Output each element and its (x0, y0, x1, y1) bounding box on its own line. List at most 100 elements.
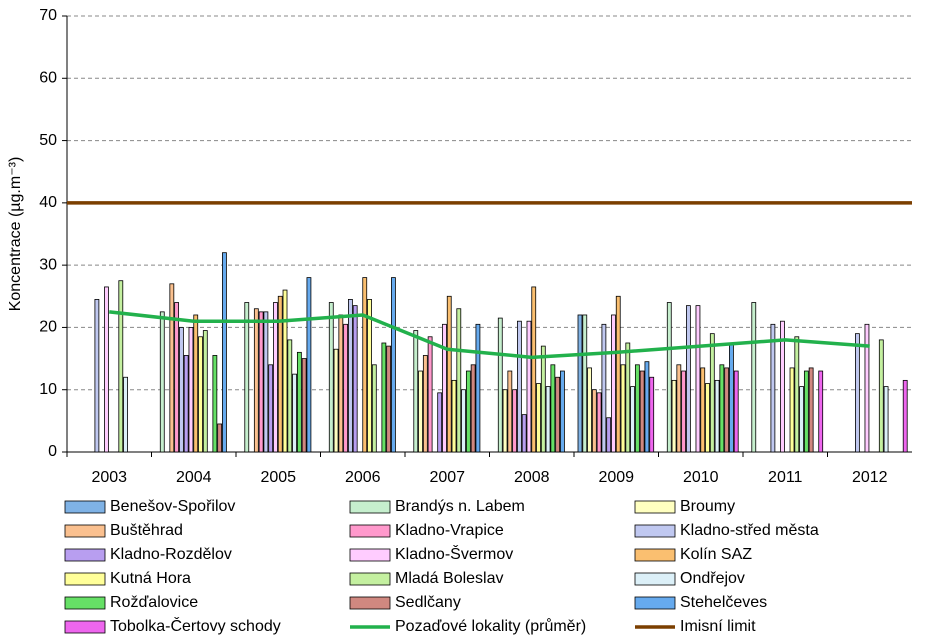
bar (183, 355, 189, 453)
bar (367, 298, 372, 453)
legend-label: Kladno-Vrapice (395, 522, 504, 539)
bar (296, 351, 302, 453)
legend-swatch (634, 548, 676, 562)
bar (794, 336, 800, 453)
legend-swatch (349, 572, 391, 586)
bar (577, 314, 583, 453)
bar (198, 336, 203, 453)
bar (751, 302, 757, 453)
bar (446, 295, 452, 453)
y-tick-label: 40 (39, 194, 57, 211)
legend-swatch (634, 572, 676, 586)
bar (818, 370, 824, 453)
bar (808, 367, 814, 453)
legend-label: Tobolka-Čertovy schody (110, 616, 281, 635)
legend-label: Stehelčeves (680, 594, 767, 611)
legend-swatch (634, 524, 676, 538)
bar (644, 361, 650, 453)
bar (174, 302, 180, 453)
bar (159, 311, 165, 453)
legend-label: Kutná Hora (110, 570, 191, 587)
bar (630, 386, 635, 453)
legend-label: Kolín SAZ (680, 546, 752, 563)
legend-swatch (64, 524, 106, 538)
bar (550, 364, 556, 453)
bar (770, 323, 776, 453)
legend-label: Kladno-střed města (680, 522, 819, 539)
bar (217, 423, 223, 453)
bar (118, 280, 124, 453)
bar (263, 311, 269, 453)
bar (729, 342, 734, 453)
x-tick-label: 2007 (429, 469, 465, 486)
legend-swatch (64, 596, 106, 610)
bar (253, 308, 259, 453)
average-line (109, 310, 870, 360)
bar (611, 314, 616, 453)
bar (531, 286, 537, 453)
bar (517, 320, 522, 453)
legend-swatch (64, 620, 106, 634)
legend-label: Ondřejov (680, 570, 745, 587)
bar (780, 320, 785, 453)
legend-label: Imisní limit (680, 618, 756, 635)
bar (413, 330, 419, 453)
bar (555, 376, 561, 453)
bar (526, 320, 532, 453)
bar (625, 342, 631, 453)
bar (733, 370, 739, 453)
bar (287, 339, 293, 453)
legend-label: Kladno-Švermov (395, 544, 513, 563)
bar (883, 386, 889, 453)
bar (391, 277, 396, 453)
x-tick-label: 2011 (768, 469, 803, 486)
bar (268, 364, 274, 453)
legend-swatch (349, 500, 391, 514)
bar (371, 364, 377, 453)
bar (666, 302, 672, 453)
legend-swatch (634, 500, 676, 514)
bar (719, 364, 725, 453)
legend-label: Mladá Boleslav (395, 570, 504, 587)
bar (560, 370, 565, 453)
bar (705, 383, 710, 453)
y-tick-label: 10 (39, 381, 57, 398)
x-tick-label: 2008 (514, 469, 550, 486)
bar (497, 317, 503, 453)
legend-swatch (64, 572, 106, 586)
legend-label: Broumy (680, 498, 735, 515)
legend-label: Buštěhrad (110, 522, 183, 539)
bar (803, 370, 809, 453)
legend-swatch (64, 500, 106, 514)
bar (601, 323, 607, 453)
bar (521, 414, 527, 453)
legend-label: Sedlčany (395, 594, 461, 611)
x-tick-label: 2009 (598, 469, 634, 486)
bar (338, 314, 344, 453)
x-tick-label: 2006 (345, 469, 381, 486)
bar (306, 277, 312, 453)
bar (169, 283, 175, 453)
bar (277, 295, 283, 453)
bar (258, 311, 264, 453)
bar (333, 348, 339, 453)
legend-label: Kladno-Rozdělov (110, 546, 232, 563)
bar (591, 389, 597, 453)
bar (362, 277, 368, 453)
bar (123, 376, 128, 453)
bar (634, 364, 640, 453)
bar (222, 252, 227, 453)
x-tick-label: 2010 (683, 469, 719, 486)
y-tick-label: 50 (39, 132, 57, 149)
bar (202, 330, 208, 453)
legend-label: Brandýs n. Labem (395, 498, 525, 515)
bar (381, 342, 387, 453)
bar (639, 370, 645, 453)
bar (724, 367, 730, 453)
bar (475, 323, 481, 453)
bar (789, 367, 795, 453)
y-tick-label: 20 (39, 319, 57, 336)
bar (292, 373, 297, 453)
y-tick-label: 60 (39, 70, 57, 87)
